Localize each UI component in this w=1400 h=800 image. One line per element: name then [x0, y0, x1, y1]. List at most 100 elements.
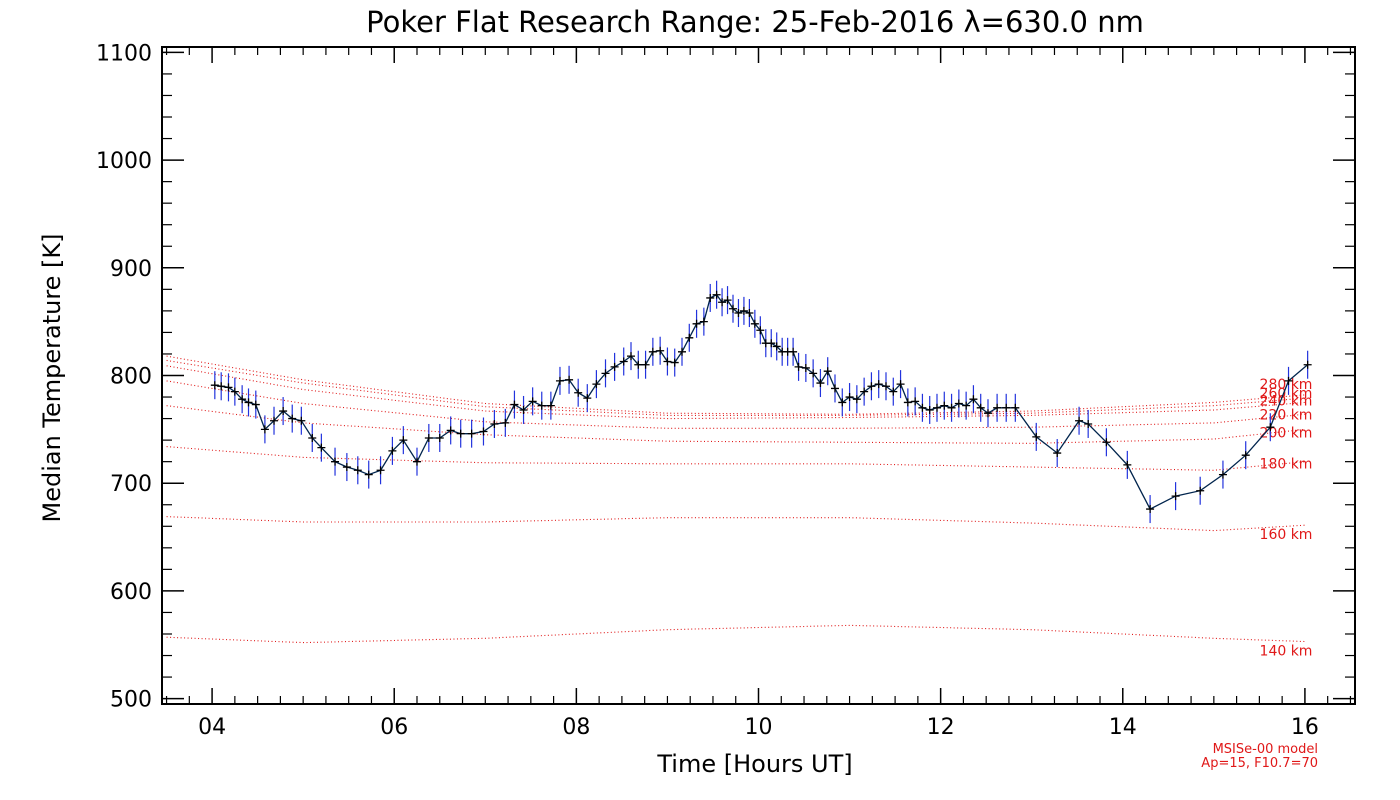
data-point [519, 405, 528, 414]
data-point [940, 401, 949, 410]
data-point [270, 416, 279, 425]
data-point [1084, 419, 1093, 428]
y-tick-label: 800 [110, 365, 152, 390]
data-point [490, 419, 499, 428]
data-point [537, 401, 546, 410]
axis-ticks: 04 06 08 10 12 14 16 500 600 700 800 900 1000 1100 [96, 41, 1355, 740]
data-point [801, 363, 810, 372]
model-altitude-label: 160 km [1260, 527, 1313, 543]
data-point [528, 397, 537, 406]
data-point [565, 375, 574, 384]
data-point [467, 429, 476, 438]
data-point [745, 309, 754, 318]
data-point [852, 395, 861, 404]
data-point [456, 429, 465, 438]
data-point [260, 425, 269, 434]
data-point [685, 333, 694, 342]
model-altitude-label: 220 km [1260, 407, 1313, 423]
data-point [772, 342, 781, 351]
data-point [692, 319, 701, 328]
data-point [1303, 360, 1312, 369]
data-point [331, 457, 340, 466]
data-point [734, 309, 743, 318]
data-point [1011, 403, 1020, 412]
data-point [830, 384, 839, 393]
data-point [947, 403, 956, 412]
temperature-line [214, 293, 1309, 510]
data-point [881, 382, 890, 391]
chart-title: Poker Flat Research Range: 25-Feb-2016 λ… [366, 5, 1144, 39]
data-point [670, 358, 679, 367]
data-point [288, 414, 297, 423]
data-point [574, 388, 583, 397]
data-point [353, 466, 362, 475]
data-point [918, 403, 927, 412]
data-point [729, 304, 738, 313]
data-point [1102, 438, 1111, 447]
data-point [706, 293, 715, 302]
data-point [838, 398, 847, 407]
model-curve [166, 365, 1305, 420]
data-point [555, 376, 564, 385]
data-point [251, 400, 260, 409]
data-point [911, 397, 920, 406]
data-point [627, 352, 636, 361]
data-point [867, 382, 876, 391]
data-point [641, 360, 650, 369]
data-point [510, 400, 519, 409]
data-point [244, 398, 253, 407]
data-point [1171, 492, 1180, 501]
data-point [1032, 432, 1041, 441]
data-point [739, 306, 748, 315]
x-tick-label: 16 [1291, 715, 1319, 740]
data-point [546, 401, 555, 410]
x-tick-label: 14 [1109, 715, 1137, 740]
data-point [1123, 460, 1132, 469]
plot-frame [161, 46, 1356, 705]
data-point [412, 457, 421, 466]
data-point [435, 433, 444, 442]
data-point [699, 317, 708, 326]
data-point [297, 416, 306, 425]
data-point [317, 443, 326, 452]
data-point [1266, 423, 1275, 432]
model-curve [166, 405, 1305, 444]
y-tick-label: 1100 [96, 41, 152, 66]
data-point [210, 381, 219, 390]
data-point [756, 326, 765, 335]
data-point [619, 357, 628, 366]
model-altitude-label: 260 km [1260, 386, 1313, 402]
data-point [648, 347, 657, 356]
data-point [342, 463, 351, 472]
data-point [610, 362, 619, 371]
data-point [794, 362, 803, 371]
model-params-note: Ap=15, F10.7=70 [1201, 756, 1318, 771]
model-curve [166, 359, 1305, 416]
model-curve [166, 446, 1305, 471]
y-axis-label: Median Temperature [K] [38, 233, 66, 522]
y-tick-label: 500 [110, 688, 152, 713]
data-point [976, 403, 985, 412]
model-altitude-label: 180 km [1260, 457, 1313, 473]
data-point [809, 369, 818, 378]
data-point [723, 296, 732, 305]
x-tick-label: 04 [198, 715, 226, 740]
y-tick-label: 1000 [96, 149, 152, 174]
data-point [816, 379, 825, 388]
data-point [501, 418, 510, 427]
data-point [874, 380, 883, 389]
data-point [230, 387, 239, 396]
data-point [583, 394, 592, 403]
model-altitude-label: 280 km [1260, 377, 1313, 393]
data-point [1218, 470, 1227, 479]
temperature-series [210, 280, 1312, 524]
data-point [969, 395, 978, 404]
x-tick-label: 08 [562, 715, 590, 740]
data-point [479, 427, 488, 436]
data-point [399, 436, 408, 445]
model-curve [166, 380, 1305, 429]
data-point [376, 466, 385, 475]
data-point [424, 433, 433, 442]
data-point [364, 470, 373, 479]
model-altitude-label: 200 km [1260, 425, 1313, 441]
